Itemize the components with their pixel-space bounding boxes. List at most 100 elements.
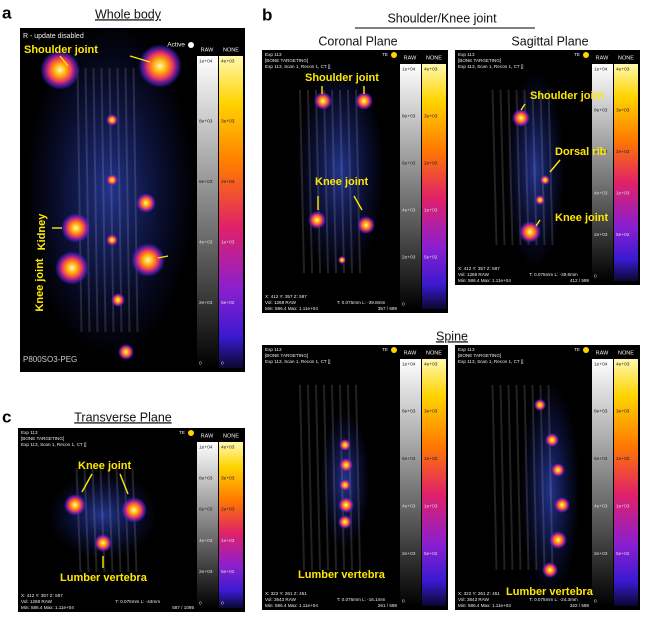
color-scale-bar <box>219 56 243 368</box>
bone-outline <box>507 89 514 246</box>
color-tick-label: 1e+03 <box>221 239 235 245</box>
raw-tick-label: 2e+03 <box>199 300 213 306</box>
bone-outline <box>323 384 329 571</box>
image-footer: Vol: 3643 RAW <box>458 597 490 602</box>
bone-outline <box>499 89 506 246</box>
color-tick-label: 3e+03 <box>424 409 438 415</box>
color-scale-bar <box>219 442 243 608</box>
panel-title: Shoulder/Knee joint <box>387 11 497 25</box>
status-dot <box>391 347 397 353</box>
panel-title: Whole body <box>95 7 162 21</box>
annotation: Lumber vertebra <box>506 586 594 598</box>
pointer-arrow <box>129 55 151 63</box>
image-footer: T: 0.075mm L: -39.8mm <box>529 272 578 277</box>
pointer-arrow <box>535 219 541 227</box>
signal-spot <box>338 497 354 513</box>
panel-label: c <box>2 407 11 426</box>
color-tick-label: 5e+02 <box>616 551 630 557</box>
raw-tick-label: 2e+03 <box>402 254 416 260</box>
panel-label: a <box>2 3 12 22</box>
signal-spot <box>355 92 373 110</box>
raw-tick-label: 1e+04 <box>199 58 213 64</box>
bone-outline <box>92 67 99 333</box>
pointer-arrow <box>157 255 169 259</box>
annotation: Kidney <box>36 213 48 251</box>
raw-tick-label: 1e+04 <box>402 66 416 72</box>
scale-head: NONE <box>223 47 239 53</box>
bone-outline <box>547 89 554 246</box>
bone-outline <box>331 384 337 571</box>
bone-outline <box>124 67 131 333</box>
status-dot <box>188 42 194 48</box>
image-status: TE <box>179 430 185 435</box>
raw-tick-label: 0 <box>402 598 405 604</box>
bone-outline <box>539 89 546 246</box>
color-tick-label: 3e+03 <box>221 475 235 481</box>
raw-tick-label: 8e+03 <box>402 409 416 415</box>
signal-spot <box>357 216 375 234</box>
color-tick-label: 1e+03 <box>424 207 438 213</box>
image-header: Exp 113 <box>458 52 475 57</box>
raw-tick-label: 6e+03 <box>594 149 608 155</box>
color-tick-label: 1e+03 <box>616 190 630 196</box>
color-tick-label: 5e+02 <box>616 232 630 238</box>
bone-outline <box>531 384 538 571</box>
signal-spot <box>106 174 118 186</box>
scale-head: RAW <box>201 47 214 53</box>
bone-outline <box>84 67 91 333</box>
bone-outline <box>115 467 122 573</box>
signal-spot <box>40 50 80 90</box>
image-footer: 412 / 599 <box>570 278 590 283</box>
bone-outline <box>307 384 313 571</box>
bone-outline <box>499 384 506 571</box>
image-header: [BONE TARGETING] <box>21 436 64 441</box>
raw-tick-label: 1e+04 <box>402 361 416 367</box>
status-dot <box>391 52 397 58</box>
bone-outline <box>339 384 345 571</box>
signal-spot <box>131 243 165 277</box>
raw-tick-label: 4e+03 <box>402 207 416 213</box>
image-status: TE <box>574 52 580 57</box>
bone-outline <box>523 384 530 571</box>
annotation: Shoulder joint <box>530 90 604 102</box>
pointer-arrow <box>353 195 363 211</box>
raw-tick-label: 4e+03 <box>402 503 416 509</box>
color-tick-label: 1e+03 <box>424 503 438 509</box>
raw-scale-bar <box>592 359 613 606</box>
signal-spot <box>338 515 352 529</box>
color-tick-label: 2e+03 <box>616 149 630 155</box>
color-scale-bar <box>614 359 638 606</box>
raw-tick-label: 0 <box>199 600 202 606</box>
bone-outline <box>323 89 329 274</box>
signal-spot <box>339 458 353 472</box>
section-title: Spine <box>436 329 468 343</box>
image-footer: Min: 586.4 Max: 1.11e+04 <box>458 278 511 283</box>
annotation: Shoulder joint <box>305 72 379 84</box>
raw-tick-label: 4e+03 <box>199 239 213 245</box>
signal-spot <box>111 293 125 307</box>
raw-tick-label: 1e+04 <box>594 361 608 367</box>
image-footer: Vol: 1268 RAW <box>265 300 297 305</box>
color-tick-label: 0 <box>221 600 224 606</box>
image-footer: X: 322 Y: 261 Z: 451 <box>265 591 307 596</box>
image-header: R - update disabled <box>23 33 84 40</box>
signal-spot <box>535 195 545 205</box>
signal-spot <box>94 534 112 552</box>
image-header: [BONE TARGETING] <box>265 353 308 358</box>
image-footer: T: 0.075mm L: -39.8mm <box>337 300 386 305</box>
signal-spot <box>136 193 156 213</box>
bone-outline <box>507 384 514 571</box>
scale-head: RAW <box>404 55 417 61</box>
raw-scale-bar <box>400 64 421 309</box>
bone-outline <box>331 89 337 274</box>
raw-tick-label: 1e+04 <box>199 444 213 450</box>
panel-label: b <box>262 5 272 24</box>
scale-head: NONE <box>426 350 442 356</box>
pointer-arrow <box>520 103 526 111</box>
signal-spot <box>64 494 86 516</box>
image-status: Active <box>167 42 185 49</box>
pointer-arrow <box>59 55 69 67</box>
annotation: Knee joint <box>34 258 46 312</box>
plane-title: Sagittal Plane <box>511 34 588 48</box>
bone-outline <box>75 467 82 573</box>
